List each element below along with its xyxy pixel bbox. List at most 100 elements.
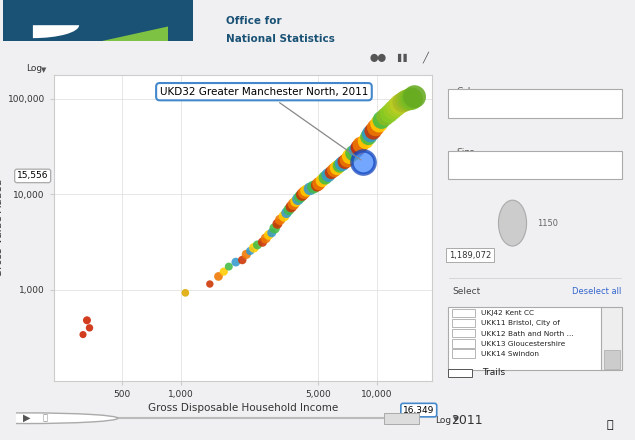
- Text: 1,189,072: 1,189,072: [449, 251, 491, 260]
- Text: UKK12 Bath and North ...: UKK12 Bath and North ...: [481, 330, 573, 337]
- Point: [260, 235, 271, 242]
- Text: ▌▌: ▌▌: [397, 53, 410, 62]
- Text: Population: Population: [458, 160, 506, 169]
- FancyBboxPatch shape: [448, 150, 622, 179]
- Point: [293, 195, 303, 202]
- FancyBboxPatch shape: [448, 307, 603, 370]
- Point: [295, 193, 305, 200]
- FancyBboxPatch shape: [452, 339, 476, 348]
- Circle shape: [0, 413, 117, 424]
- Point: [317, 177, 327, 184]
- Point: [275, 216, 285, 224]
- Text: 15,556: 15,556: [17, 172, 48, 180]
- Point: [406, 95, 417, 102]
- Point: [305, 185, 315, 192]
- Text: ▼: ▼: [453, 416, 458, 422]
- Point: [368, 128, 378, 135]
- Point: [279, 213, 289, 220]
- Point: [394, 100, 404, 107]
- Point: [377, 117, 387, 124]
- Text: UKK13 Gloucestershire: UKK13 Gloucestershire: [481, 341, 565, 347]
- Point: [286, 203, 297, 210]
- Text: Select: Select: [453, 287, 481, 296]
- Wedge shape: [33, 25, 79, 38]
- Point: [281, 209, 291, 216]
- Text: Trails: Trails: [483, 368, 505, 378]
- Point: [314, 180, 324, 187]
- Point: [345, 153, 355, 160]
- Point: [252, 242, 262, 249]
- Text: ⏭: ⏭: [43, 414, 48, 423]
- Point: [404, 96, 414, 103]
- Point: [342, 156, 352, 163]
- Text: ▼: ▼: [608, 99, 614, 108]
- FancyBboxPatch shape: [448, 369, 472, 377]
- Point: [241, 251, 251, 258]
- Text: Colour: Colour: [457, 87, 486, 96]
- Text: Office for: Office for: [226, 16, 282, 26]
- Point: [288, 201, 298, 208]
- Text: 1150: 1150: [537, 219, 558, 227]
- FancyBboxPatch shape: [601, 307, 622, 370]
- Point: [361, 138, 371, 145]
- Point: [391, 103, 401, 110]
- Point: [301, 187, 311, 194]
- Text: Unique colours: Unique colours: [458, 99, 526, 108]
- Circle shape: [498, 200, 526, 246]
- Point: [257, 238, 267, 246]
- Point: [249, 244, 259, 251]
- Text: UKK14 Swindon: UKK14 Swindon: [481, 351, 538, 357]
- Point: [388, 106, 398, 114]
- Point: [291, 198, 301, 205]
- Text: 2011: 2011: [451, 414, 483, 427]
- Point: [374, 120, 384, 127]
- Point: [231, 259, 241, 266]
- Text: Size: Size: [457, 148, 475, 157]
- Text: ✓: ✓: [457, 368, 464, 378]
- Point: [245, 247, 255, 254]
- Point: [84, 324, 95, 331]
- Point: [320, 174, 330, 181]
- Point: [351, 147, 361, 154]
- Polygon shape: [102, 21, 193, 41]
- Point: [218, 268, 229, 275]
- Point: [272, 220, 283, 227]
- Point: [365, 130, 375, 137]
- Point: [335, 162, 345, 169]
- Text: ⏸: ⏸: [399, 414, 404, 423]
- Point: [337, 160, 347, 167]
- Point: [82, 317, 92, 324]
- Y-axis label: Gross Value Added: Gross Value Added: [0, 179, 4, 277]
- Point: [329, 167, 339, 174]
- Point: [264, 231, 274, 238]
- Text: ╱: ╱: [422, 52, 428, 63]
- Point: [410, 93, 420, 100]
- Point: [312, 182, 323, 189]
- Point: [224, 263, 234, 270]
- Text: Log: Log: [25, 64, 42, 73]
- Text: 🔧: 🔧: [606, 420, 613, 429]
- Point: [348, 150, 358, 157]
- Point: [323, 172, 333, 179]
- FancyBboxPatch shape: [452, 329, 476, 337]
- Text: 16,349: 16,349: [403, 406, 434, 414]
- Point: [213, 273, 224, 280]
- Text: Deselect all: Deselect all: [572, 287, 621, 296]
- Text: ▼: ▼: [608, 160, 614, 169]
- Text: UKK11 Bristol, City of: UKK11 Bristol, City of: [481, 320, 559, 326]
- Point: [354, 144, 364, 151]
- Point: [284, 206, 294, 213]
- Point: [78, 331, 88, 338]
- Point: [326, 169, 337, 176]
- FancyBboxPatch shape: [452, 309, 476, 317]
- Text: UKJ42 Kent CC: UKJ42 Kent CC: [481, 310, 533, 316]
- Point: [363, 133, 373, 140]
- FancyBboxPatch shape: [452, 319, 476, 327]
- Point: [401, 97, 411, 104]
- Point: [180, 290, 190, 297]
- Text: UKD32 Greater Manchester North, 2011: UKD32 Greater Manchester North, 2011: [160, 87, 368, 160]
- Point: [299, 189, 309, 196]
- Point: [332, 164, 342, 171]
- Point: [237, 257, 247, 264]
- Text: Log: Log: [436, 416, 451, 425]
